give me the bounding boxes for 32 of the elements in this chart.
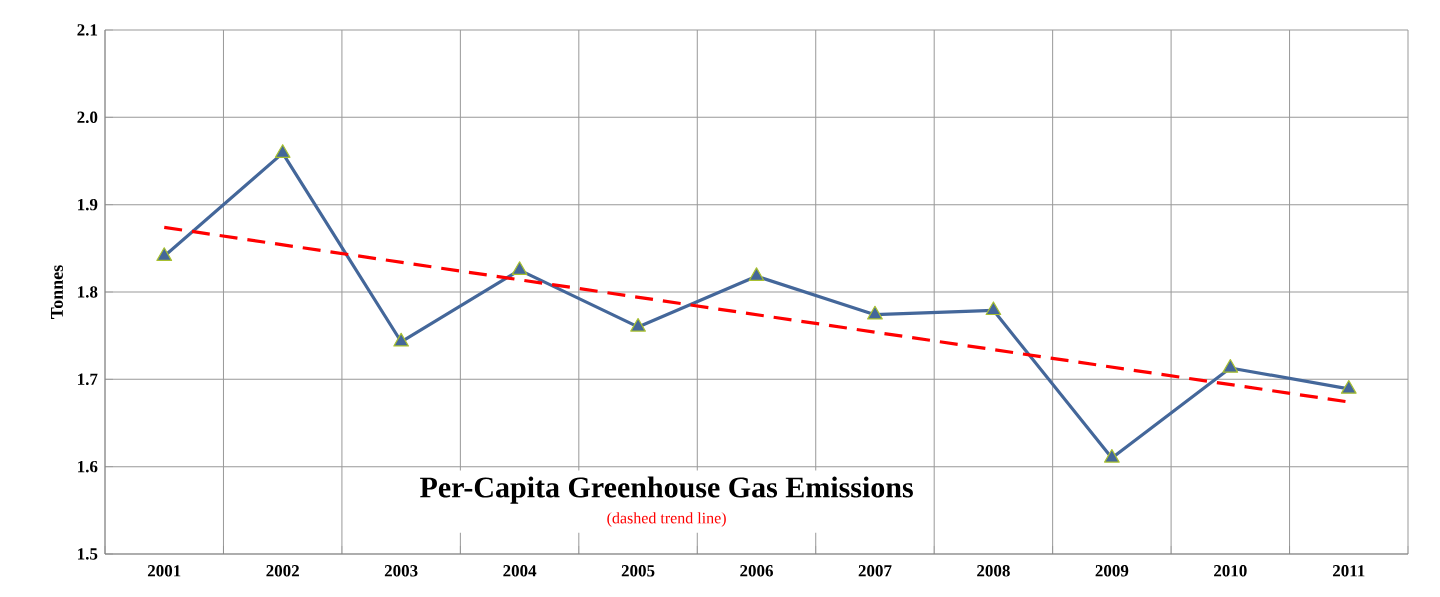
y-tick-label: 1.9 [78, 198, 98, 211]
y-tick-label: 1.7 [78, 373, 98, 386]
x-tick-label: 2007 [858, 565, 892, 577]
y-tick-label: 1.8 [78, 286, 98, 298]
x-tick-label: 2005 [621, 565, 655, 577]
x-tick-label: 2002 [266, 565, 299, 577]
x-tick-label: 2008 [977, 565, 1010, 577]
point [867, 305, 883, 320]
y-tick-label: 2.1 [77, 24, 98, 36]
point [1340, 379, 1357, 394]
x-tick-label: 2010 [1214, 565, 1247, 577]
point [393, 332, 410, 347]
text: (dashed trend line) [607, 512, 726, 527]
x-tick-label: 2006 [740, 565, 773, 577]
point [156, 247, 173, 261]
y-tick-label: 1.5 [78, 548, 98, 560]
point [1104, 448, 1120, 463]
point [1222, 358, 1239, 373]
point [630, 317, 646, 332]
y-axis-title: Tonnes [50, 265, 63, 319]
x-tick-label: 2001 [147, 565, 181, 577]
y-tick-label: 2.0 [77, 111, 98, 124]
x-tick-label: 2009 [1095, 565, 1129, 577]
y-tick-label: 1.6 [78, 460, 98, 473]
x-tick-label: 2003 [384, 565, 418, 577]
point [274, 144, 291, 158]
text: Per-Capita Greenhouse Gas Emissions [420, 476, 913, 504]
x-tick-label: 2011 [1332, 565, 1365, 577]
x-tick-label: 2004 [503, 565, 537, 577]
point [748, 267, 765, 282]
point [985, 301, 1002, 316]
point [511, 261, 528, 275]
